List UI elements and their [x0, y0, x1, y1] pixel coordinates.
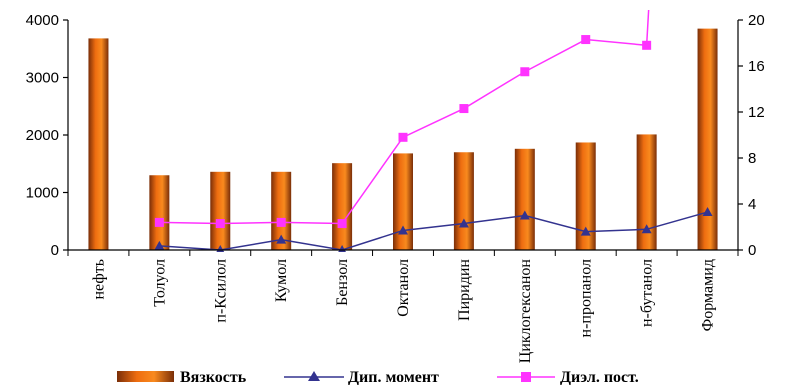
- left-tick-label: 3000: [26, 70, 59, 87]
- right-tick-label: 8: [748, 150, 756, 167]
- viscosity-bar: [210, 171, 231, 250]
- series-lines: [154, 10, 713, 252]
- category-label: Бензол: [334, 259, 351, 306]
- category-label: Формамид: [700, 259, 717, 331]
- dielectric-point: [459, 104, 469, 114]
- dielectric-point: [581, 35, 591, 45]
- legend-dielectric-marker: [521, 372, 531, 382]
- category-label: Пиридин: [456, 259, 473, 321]
- viscosity-bar: [332, 163, 353, 250]
- right-tick-label: 0: [748, 242, 756, 259]
- right-tick-label: 12: [748, 104, 765, 121]
- left-tick-label: 1000: [26, 185, 59, 202]
- legend-label: Дип. момент: [348, 369, 439, 385]
- dipole-point: [641, 224, 652, 234]
- category-label: п-Ксилол: [212, 259, 229, 323]
- right-tick-label: 20: [748, 12, 765, 29]
- dielectric-point: [398, 132, 408, 142]
- dielectric-point: [215, 219, 225, 229]
- left-tick-label: 4000: [26, 12, 59, 29]
- right-tick-label: 4: [748, 196, 756, 213]
- left-tick-label: 0: [51, 242, 59, 259]
- dielectric-point: [520, 67, 530, 77]
- dielectric-point: [337, 219, 347, 229]
- dipole-point: [398, 225, 408, 235]
- dipole-line: [159, 211, 708, 251]
- legend-bar-swatch: [117, 371, 174, 382]
- dipole-point: [702, 207, 713, 217]
- dielectric-point: [276, 217, 286, 227]
- dielectric-line: [159, 10, 650, 225]
- dipole-point: [519, 210, 530, 220]
- left-y-axis: 0 1000 2000 3000 4000: [26, 12, 69, 259]
- category-label: Октанол: [395, 259, 412, 317]
- right-tick-label: 16: [748, 58, 765, 75]
- dielectric-point: [154, 217, 164, 227]
- viscosity-bar: [514, 148, 535, 250]
- legend: Вязкость Дип. момент Диэл. пост.: [117, 369, 639, 385]
- category-labels: нефть Толуол п-Ксилол Кумол Бензол Октанол Пир…: [90, 259, 716, 364]
- legend-label: Диэл. пост.: [560, 369, 639, 385]
- viscosity-bar: [697, 28, 718, 250]
- category-label: н-пропанол: [578, 259, 595, 337]
- category-label: нефть: [90, 259, 107, 300]
- category-label: Кумол: [273, 259, 290, 302]
- dipole-point: [276, 234, 287, 244]
- viscosity-bar: [636, 134, 657, 250]
- dielectric-point: [642, 40, 652, 50]
- category-label: н-бутанол: [639, 259, 656, 327]
- viscosity-bars: [88, 28, 718, 251]
- right-y-axis: 0 4 8 12 16 20: [737, 12, 765, 259]
- viscosity-bar: [453, 152, 474, 250]
- left-tick-label: 2000: [26, 127, 59, 144]
- viscosity-bar: [393, 153, 413, 250]
- legend-label: Вязкость: [180, 369, 247, 385]
- dipole-point: [458, 218, 469, 228]
- category-label: Толуол: [151, 259, 168, 307]
- x-axis: [67, 249, 739, 256]
- viscosity-bar: [575, 142, 596, 250]
- dipole-point: [580, 226, 591, 236]
- category-label: Циклогексанон: [517, 259, 534, 364]
- viscosity-bar: [149, 175, 170, 250]
- dipole-point: [154, 240, 165, 250]
- viscosity-bar: [271, 171, 292, 250]
- legend-dipole-marker: [308, 371, 320, 381]
- viscosity-bar: [88, 38, 109, 251]
